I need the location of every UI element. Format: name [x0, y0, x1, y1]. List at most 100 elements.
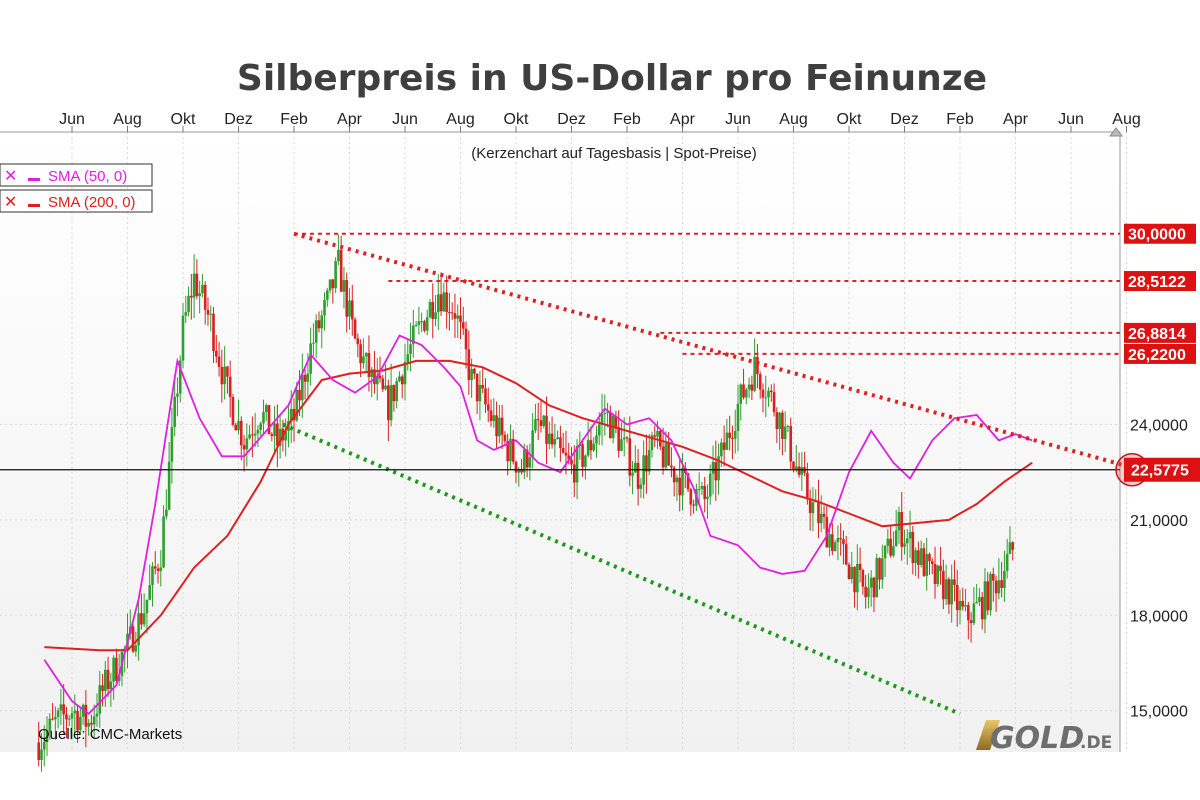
candle — [239, 416, 243, 461]
candle — [534, 403, 537, 434]
candle — [714, 440, 718, 501]
candle — [878, 557, 881, 590]
candle — [528, 443, 532, 481]
lower-trendline — [282, 422, 961, 716]
candle — [908, 510, 912, 558]
x-axis-ticks — [71, 126, 1127, 132]
candle — [478, 371, 482, 421]
candle — [37, 721, 40, 767]
x-tick-label: Okt — [504, 111, 529, 128]
sma50-color-swatch[interactable] — [28, 178, 40, 181]
candle — [545, 396, 548, 464]
candle — [431, 283, 435, 339]
current-price-label: 22,5775 — [1131, 463, 1189, 480]
candle — [842, 530, 845, 565]
candle — [531, 413, 534, 469]
candle — [914, 547, 917, 577]
candle — [159, 550, 163, 587]
candle — [104, 661, 107, 707]
x-tick-label: Aug — [446, 111, 474, 128]
candle — [231, 394, 235, 427]
legend-label-sma200: SMA (200, 0) — [48, 194, 136, 211]
candle — [90, 714, 93, 735]
candle — [506, 433, 509, 476]
candle — [925, 537, 928, 591]
candle — [253, 412, 257, 447]
candle — [165, 489, 168, 520]
candle — [450, 302, 454, 320]
candle — [736, 384, 740, 452]
candle — [650, 431, 654, 458]
candle — [889, 524, 892, 558]
candle — [181, 303, 185, 369]
legend-entry-sma200[interactable]: ✕ SMA (200, 0) — [0, 189, 153, 213]
candle — [731, 425, 734, 460]
candle — [556, 430, 559, 440]
candle — [509, 424, 512, 470]
logo-main-text: GOLD — [990, 721, 1084, 756]
candle — [215, 334, 218, 363]
candle — [692, 499, 695, 514]
candle — [936, 564, 940, 588]
x-tick-label: Dez — [557, 111, 585, 128]
x-tick-label: Aug — [113, 111, 141, 128]
candle — [770, 384, 773, 402]
candle — [217, 341, 221, 377]
candle — [636, 449, 640, 506]
candle — [928, 552, 931, 575]
candle — [481, 366, 484, 394]
remove-sma50-icon[interactable]: ✕ — [4, 168, 17, 185]
candle — [758, 371, 762, 399]
scroll-up-icon[interactable] — [1109, 127, 1123, 137]
candle — [900, 492, 904, 561]
candle — [750, 375, 754, 400]
candle — [622, 417, 626, 457]
candle — [173, 379, 176, 437]
remove-sma200-icon[interactable]: ✕ — [4, 194, 17, 211]
candle — [747, 377, 751, 399]
candle — [592, 437, 595, 453]
candle — [395, 377, 398, 409]
candle — [206, 297, 210, 326]
candle — [87, 719, 90, 736]
candle — [964, 588, 967, 612]
candle — [56, 707, 60, 729]
candle — [917, 541, 920, 579]
candle — [850, 551, 854, 584]
resistance-tag — [1124, 322, 1196, 343]
x-tick-label: Jun — [392, 111, 418, 128]
x-tick-label: Apr — [1003, 111, 1029, 128]
candle — [153, 551, 157, 575]
candle — [140, 593, 143, 630]
candle — [944, 564, 948, 606]
candle — [819, 495, 823, 533]
candle — [151, 562, 154, 607]
candle — [620, 422, 623, 452]
candle — [353, 317, 357, 340]
candle — [725, 419, 729, 450]
resistance-label: 26,2200 — [1128, 347, 1186, 364]
candle — [273, 406, 276, 454]
upper-trendline — [293, 231, 1139, 471]
logo-bar-icon — [976, 720, 1000, 750]
candle — [967, 601, 970, 640]
candle — [697, 472, 701, 505]
candle — [797, 452, 801, 478]
candle — [425, 309, 429, 336]
x-tick-label: Okt — [171, 111, 196, 128]
source-label: Quelle: CMC-Markets — [38, 726, 182, 743]
sma200-color-swatch[interactable] — [28, 204, 40, 207]
x-tick-label: Aug — [779, 111, 807, 128]
candle — [831, 523, 834, 556]
candle — [903, 529, 906, 555]
candle — [442, 282, 446, 312]
candle — [267, 405, 271, 435]
candle — [461, 306, 465, 335]
candle — [997, 558, 1001, 600]
candle — [98, 671, 102, 728]
candle — [342, 266, 346, 309]
candle — [922, 542, 926, 577]
legend-entry-sma50[interactable]: ✕ SMA (50, 0) — [0, 163, 153, 187]
candle — [614, 410, 618, 434]
candle — [728, 415, 731, 451]
